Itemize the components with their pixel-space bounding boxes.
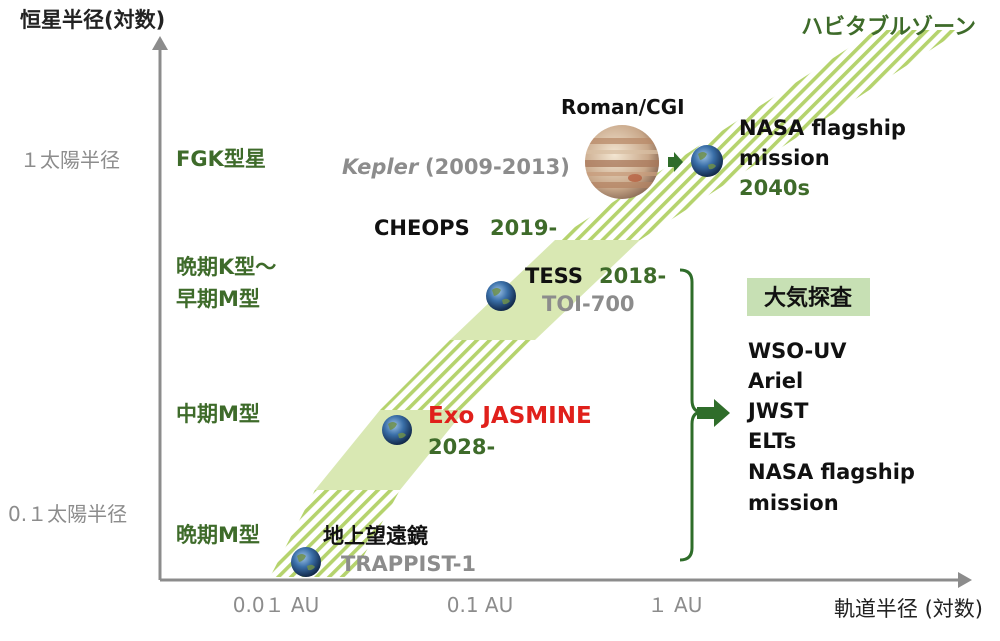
ground-telescope-label: 地上望遠鏡	[323, 524, 428, 548]
atmosphere-title-box	[747, 278, 870, 316]
x-tick-0.01-au: 0.0１ AU	[233, 593, 319, 617]
atmosphere-item: mission	[748, 491, 839, 515]
earth-icon	[382, 415, 412, 445]
hz-stripe-middle	[380, 340, 535, 410]
atmosphere-mission-list: WSO-UV Ariel JWST ELTs NASA flagship mis…	[746, 339, 915, 515]
kepler-years: (2009-2013)	[425, 155, 570, 179]
y-axis-arrow	[152, 36, 168, 50]
x-tick-0.1-au: 0.1 AU	[447, 593, 513, 617]
nasa-flagship-year: 2040s	[739, 176, 810, 200]
atmosphere-item: NASA flagship	[748, 460, 915, 484]
star-type-late-k: 晩期K型〜	[176, 255, 276, 279]
habitable-zone-label: ハビタブルゾーン	[801, 14, 976, 40]
cheops-year: 2019-	[490, 216, 557, 240]
habitable-zone-band	[270, 30, 961, 577]
exo-jasmine-year: 2028-	[428, 435, 495, 459]
x-tick-1-au: １ AU	[648, 593, 703, 617]
roman-to-nasa-arrow	[668, 152, 683, 172]
tess-year: 2018-	[599, 264, 666, 288]
y-tick-1-solar-radius: １太陽半径	[20, 148, 120, 172]
atmosphere-item: JWST	[746, 399, 809, 423]
jupiter-planet	[585, 125, 659, 199]
nasa-flagship-line2: mission	[739, 146, 830, 170]
axes	[152, 36, 972, 588]
toi-700-label: TOI-700	[542, 292, 635, 316]
exo-jasmine-name: Exo JASMINE	[428, 403, 592, 429]
nasa-flagship-line1: NASA flagship	[739, 116, 906, 140]
tess-name: TESS	[525, 264, 583, 288]
y-axis-title: 恒星半径(対数)	[20, 8, 165, 32]
y-tick-0.1-solar-radius: 0.１太陽半径	[8, 502, 127, 526]
star-type-labels: FGK型星 晩期K型〜 早期M型 中期M型 晩期M型	[176, 147, 276, 547]
atmosphere-item: WSO-UV	[748, 339, 847, 363]
hz-solid-exo	[315, 410, 465, 490]
kepler-name: Kepler	[342, 155, 420, 179]
earth-icon	[486, 281, 516, 311]
atmosphere-item: ELTs	[748, 429, 796, 453]
x-axis-arrow	[958, 572, 972, 588]
roman-cgi-label: Roman/CGI	[561, 95, 685, 119]
star-type-early-m: 早期M型	[176, 287, 260, 311]
hz-stripe-upper	[555, 30, 961, 240]
earth-icon	[691, 145, 723, 177]
atmosphere-item: Ariel	[748, 369, 803, 393]
x-axis-title: 軌道半径 (対数)	[834, 597, 983, 621]
star-type-late-m: 晩期M型	[176, 523, 260, 547]
star-type-fgk: FGK型星	[176, 147, 266, 171]
hz-solid-tess	[450, 240, 640, 340]
atmosphere-arrow	[697, 399, 730, 427]
atmosphere-title: 大気探査	[764, 285, 853, 311]
star-type-mid-m: 中期M型	[176, 402, 260, 426]
earth-icon	[291, 547, 321, 577]
cheops-name: CHEOPS	[374, 216, 470, 240]
trappist-1-label: TRAPPIST-1	[341, 552, 476, 576]
